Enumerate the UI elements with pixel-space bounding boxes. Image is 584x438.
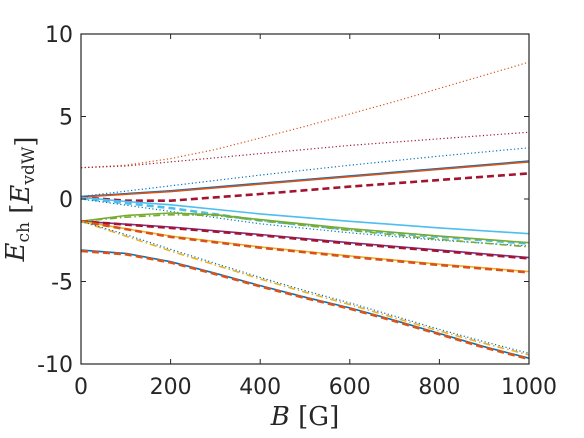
series-layer	[80, 61, 530, 361]
y-axis-label: Ech [EvdW]	[1, 137, 41, 263]
x-tick-label: 1000	[501, 375, 557, 400]
series-line-10	[80, 213, 530, 248]
y-tick-label: -10	[37, 353, 73, 378]
series-line-6	[80, 196, 530, 235]
y-tick-label: 0	[59, 188, 73, 213]
series-line-1	[80, 131, 530, 169]
series-line-7	[80, 196, 530, 245]
series-line-15	[80, 220, 530, 356]
series-line-9	[80, 212, 530, 244]
tick-layer: 0 200 400 600 800 1000 -10 -5 0 5 10	[37, 23, 557, 400]
x-tick-label: 400	[239, 375, 281, 400]
y-tick-label: 5	[59, 106, 73, 131]
series-line-16	[80, 220, 530, 354]
x-tick-label: 200	[150, 375, 192, 400]
series-line-4	[80, 161, 530, 198]
series-line-12	[80, 220, 530, 260]
series-line-14	[80, 220, 530, 274]
x-tick-label: 600	[329, 375, 371, 400]
x-tick-label: 0	[74, 375, 88, 400]
series-line-17	[80, 249, 530, 359]
y-tick-label: -5	[51, 271, 73, 296]
x-axis-label: B [G]	[270, 402, 339, 432]
y-tick-label: 10	[45, 23, 73, 48]
x-tick-label: 800	[418, 375, 460, 400]
